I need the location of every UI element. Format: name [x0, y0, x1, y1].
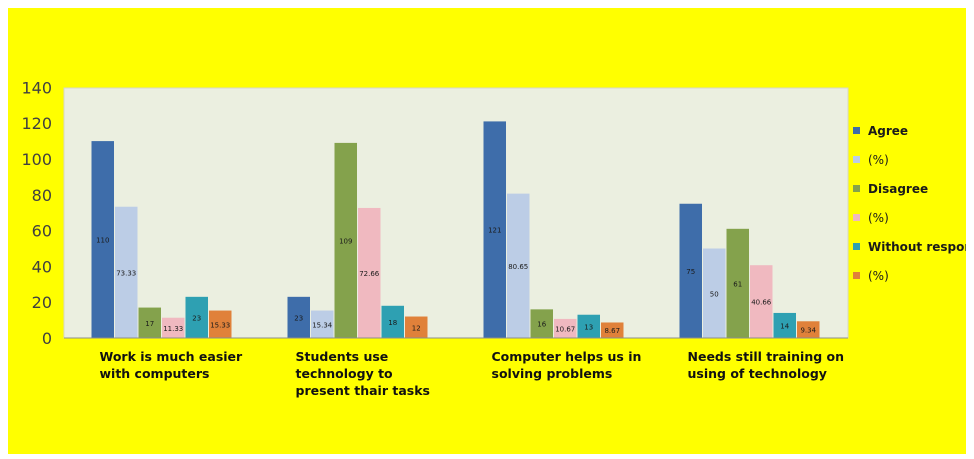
bar: [601, 322, 624, 338]
data-label: 80.65: [508, 263, 528, 271]
bar: [311, 310, 334, 338]
category-label: technology to: [296, 366, 394, 381]
data-label: 110: [96, 237, 109, 245]
legend-label: Agree: [868, 124, 908, 138]
data-label: 61: [733, 280, 742, 288]
y-tick-label: 60: [32, 222, 52, 241]
bar: [115, 206, 138, 338]
bar: [91, 141, 114, 338]
y-tick-label: 80: [32, 186, 52, 205]
bar: [162, 317, 185, 338]
y-tick-label: 140: [21, 78, 52, 97]
bar: [577, 314, 600, 338]
bar: [381, 305, 404, 338]
legend-swatch: [853, 272, 860, 279]
bar: [287, 296, 310, 338]
data-label: 16: [537, 321, 546, 329]
legend-label: Without respons: [868, 240, 966, 254]
y-tick-label: 100: [21, 150, 52, 169]
data-label: 23: [192, 314, 201, 322]
data-label: 75: [686, 268, 695, 276]
legend-label: Disagree: [868, 182, 928, 196]
chart-axes: 0 20 40 60 80 100 120 140 Work is much easier wit…: [21, 78, 848, 398]
bar: [483, 121, 506, 338]
chart-marks: 110 23 121 75 73.33 15.34 80.65 50 17 109 16 61 11.3…: [91, 121, 820, 338]
bar: [679, 203, 702, 338]
category-label: solving problems: [492, 366, 613, 381]
data-label: 73.33: [116, 269, 136, 277]
legend-label: (%): [868, 153, 889, 167]
bar: [405, 316, 428, 338]
data-label: 121: [488, 227, 501, 235]
data-label: 14: [780, 322, 789, 330]
bar: [554, 318, 577, 338]
bar: [530, 309, 553, 338]
category-label: Computer helps us in: [492, 349, 642, 364]
data-label: 8.67: [604, 327, 620, 335]
bar: [334, 142, 357, 338]
data-label: 10.67: [555, 325, 575, 333]
data-label: 11.33: [163, 325, 183, 333]
data-label: 17: [145, 320, 154, 328]
category-label: with computers: [100, 366, 210, 381]
data-label: 15.34: [312, 321, 333, 329]
data-label: 23: [294, 314, 303, 322]
y-tick-label: 40: [32, 257, 52, 276]
bar: [358, 207, 381, 338]
chart-legend: Agree (%) Disagree (%) Without respons (%): [853, 124, 966, 283]
bar: [138, 307, 161, 338]
y-tick-label: 20: [32, 293, 52, 312]
category-label: Work is much easier: [100, 349, 244, 364]
category-label: Students use: [296, 349, 389, 364]
legend-swatch: [853, 156, 860, 163]
bar: [703, 248, 726, 338]
legend-label: (%): [868, 211, 889, 225]
data-label: 40.66: [751, 299, 772, 307]
category-label: present thair tasks: [296, 383, 430, 398]
data-label: 50: [710, 290, 719, 298]
bar: [750, 265, 773, 338]
legend-swatch: [853, 185, 860, 192]
data-label: 12: [412, 324, 421, 332]
bar: [507, 193, 530, 338]
data-label: 72.66: [359, 270, 380, 278]
data-label: 109: [339, 237, 352, 245]
legend-swatch: [853, 214, 860, 221]
data-label: 15.33: [210, 321, 230, 329]
bar: [185, 296, 208, 338]
data-label: 18: [388, 319, 397, 327]
category-label: Needs still training on: [688, 349, 845, 364]
bar: [209, 310, 232, 338]
data-label: 9.34: [800, 327, 816, 335]
bar-chart: 110 23 121 75 73.33 15.34 80.65 50 17 109 16 61 11.3…: [21, 78, 966, 398]
bar: [797, 321, 820, 338]
legend-swatch: [853, 127, 860, 134]
y-tick-label: 0: [42, 329, 52, 348]
y-tick-label: 120: [21, 114, 52, 133]
legend-swatch: [853, 243, 860, 250]
legend-label: (%): [868, 269, 889, 283]
data-label: 13: [584, 323, 593, 331]
chart-frame: 110 23 121 75 73.33 15.34 80.65 50 17 109 16 61 11.3…: [8, 8, 966, 454]
category-label: using of technology: [688, 366, 827, 381]
bar: [726, 228, 749, 338]
bar: [773, 312, 796, 338]
